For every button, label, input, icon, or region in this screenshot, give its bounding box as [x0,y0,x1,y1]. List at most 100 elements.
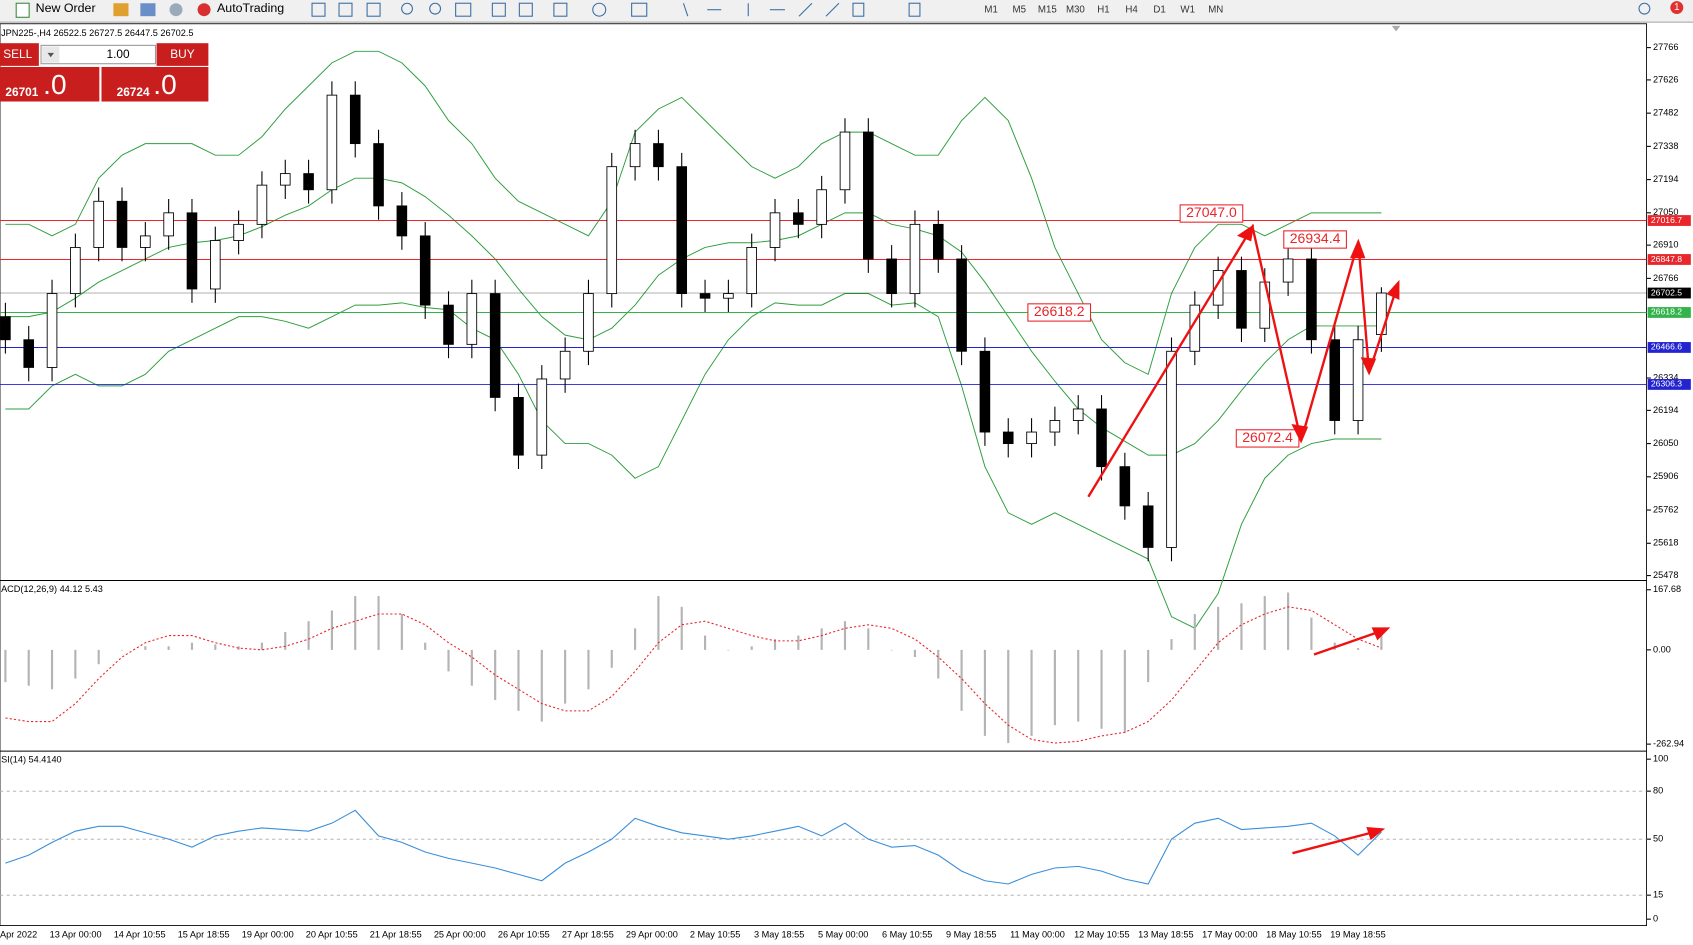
x-tick-label: 27 Apr 18:55 [562,930,614,940]
macd-bar [167,646,170,650]
notification-count: 1 [1674,2,1679,13]
icon[interactable] [1638,2,1651,15]
timeframe-button[interactable]: M30 [1066,4,1085,15]
timeframe-button[interactable]: MN [1208,4,1223,15]
bollinger-band [5,50,1382,376]
y-tick-label: -262.94 [1653,739,1684,749]
y-tick-label: 25618 [1653,538,1678,548]
icon[interactable] [429,2,442,15]
icon[interactable] [592,2,607,17]
macd-bar [1077,649,1080,722]
timeframe-button[interactable]: M5 [1013,4,1026,15]
shift-marker [1391,25,1401,32]
icon[interactable] [169,3,183,17]
icon[interactable] [631,2,648,17]
x-tick-label: 5 May 00:00 [818,930,868,940]
icon[interactable] [311,2,326,17]
candle-body [653,143,664,168]
y-tick-label: 50 [1653,834,1663,844]
candle-body [1212,270,1224,306]
candle-body [443,304,454,345]
timeframe-button[interactable]: M1 [984,4,997,15]
icon[interactable] [140,3,156,17]
y-tick-label: 27766 [1653,42,1678,52]
candle-body [699,293,711,299]
x-tick-label: 18 May 10:55 [1266,930,1321,940]
lot-input[interactable] [40,44,157,65]
macd-bar [1007,649,1010,744]
x-tick-label: 12 May 10:55 [1074,930,1129,940]
panel-title: ACD(12,26,9) 44.12 5.43 [1,584,103,594]
candle-body [886,258,897,295]
macd-bar [657,596,660,650]
notification-badge[interactable] [1670,1,1684,15]
candle-body [1259,281,1271,329]
ask-price: 26724 [117,85,150,99]
y-tick-label: 27338 [1653,141,1678,151]
icon[interactable] [825,2,840,17]
sell-button[interactable] [0,43,39,66]
icon[interactable] [908,2,921,17]
bid-price-big: .0 [43,69,66,100]
annotation-label: 26934.4 [1290,230,1341,246]
x-tick-label: 2 May 10:55 [690,930,740,940]
macd-bar [1263,596,1266,650]
candle-body [956,258,967,352]
timeframe-button[interactable]: H1 [1097,4,1109,15]
timeframe-button[interactable]: D1 [1153,4,1165,15]
icon[interactable] [366,2,381,17]
sell-label: SELL [3,47,32,61]
timeframe-button[interactable]: W1 [1180,4,1195,15]
arrowhead [1386,279,1400,300]
y-tick-label: 27194 [1653,174,1678,184]
y-tick-label: 15 [1653,890,1663,900]
macd-bar [400,614,403,650]
macd-bar [120,649,124,651]
candle-body [373,143,384,207]
toolbar [0,0,1693,22]
candle-body [863,131,874,260]
candle-body [629,143,641,168]
macd-bar [307,621,310,650]
candle-body [676,166,688,295]
icon[interactable] [553,2,568,17]
price-level-label: 26618.2 [1651,307,1682,317]
candle-body [256,184,268,225]
buy-button[interactable] [156,43,209,66]
icon[interactable] [113,3,129,17]
macd-bar [284,631,287,650]
bid-box[interactable] [0,66,100,102]
icon[interactable] [401,2,413,15]
macd-bar [260,642,264,650]
dropdown-arrow [47,52,54,58]
y-tick-label: 26910 [1653,240,1678,250]
price-level-tag [1647,379,1691,390]
price-panel: 27766 27626 27482 27338 27194 27050 26910 26766… [0,28,1691,629]
icon[interactable] [798,2,813,17]
x-tick-label: 13 Apr 00:00 [50,930,102,940]
macd-bar [1053,649,1056,726]
candle-body [1119,466,1131,507]
price-level-label: 26466.6 [1651,342,1682,352]
macd-bar [890,649,893,651]
candle-body [1236,270,1247,329]
icon[interactable] [852,2,865,17]
icon[interactable] [682,3,689,17]
new-order-button[interactable]: New Order [15,1,96,18]
timeframe-button[interactable]: H4 [1125,4,1138,15]
price-level-tag [1647,342,1691,353]
candle-body [46,293,58,368]
candle-body [1376,292,1387,335]
ask-price-big: .0 [153,69,176,100]
icon[interactable] [518,2,533,17]
icon[interactable] [491,2,506,17]
x-tick-label: 19 Apr 00:00 [242,930,294,940]
icon[interactable] [338,2,353,17]
candle-body [186,212,198,290]
icon[interactable] [455,2,472,17]
auto-trading-button[interactable]: AutoTrading [197,1,285,17]
ask-box[interactable] [101,66,209,102]
x-tick-label: Apr 2022 [0,930,37,940]
timeframe-button[interactable]: M15 [1038,4,1057,15]
